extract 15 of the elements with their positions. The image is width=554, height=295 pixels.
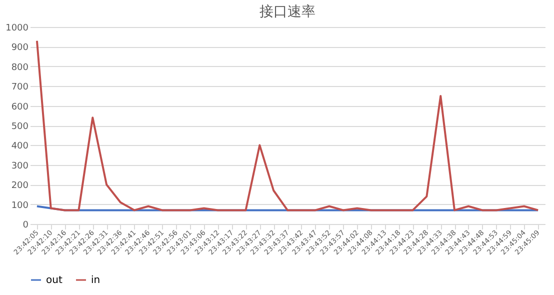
- y-tick-label: 500: [11, 122, 29, 132]
- y-tick-label: 200: [11, 181, 29, 192]
- y-tick-label: 400: [11, 142, 29, 152]
- y-tick-label: 800: [11, 62, 29, 73]
- legend-label: in: [91, 275, 100, 286]
- legend-label: out: [46, 275, 62, 286]
- chart-title: 接口速率: [260, 4, 316, 20]
- y-tick-label: 1000: [6, 24, 29, 34]
- y-tick-label: 0: [22, 220, 29, 230]
- y-tick-label: 300: [11, 161, 29, 172]
- y-tick-label: 100: [11, 200, 29, 211]
- line-series: [36, 40, 540, 212]
- y-tick-label: 700: [11, 82, 29, 93]
- y-tick-label: 600: [11, 102, 29, 112]
- y-tick-label: 900: [11, 43, 29, 54]
